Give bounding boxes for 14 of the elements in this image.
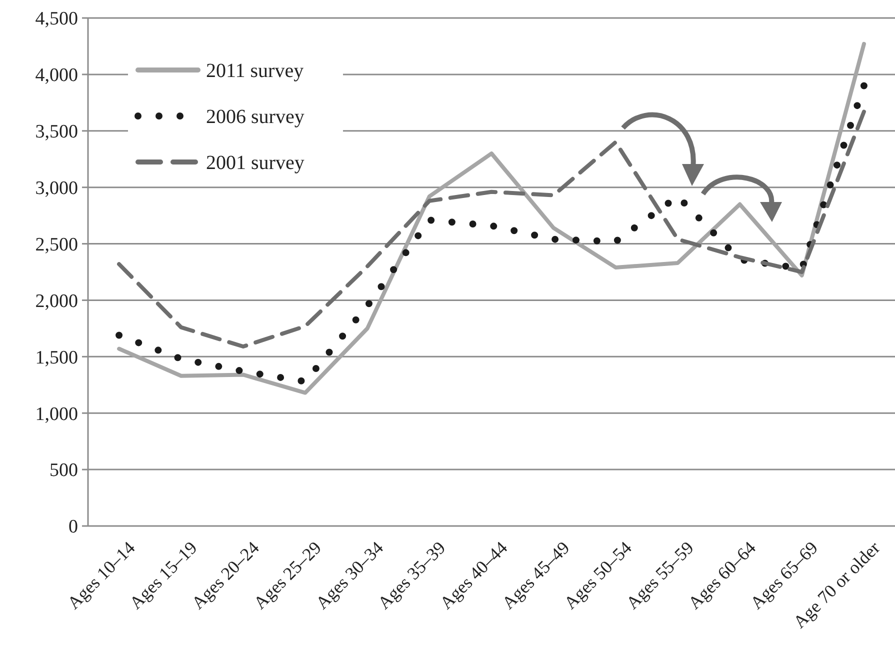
- y-tick-label: 3,000: [35, 178, 78, 199]
- y-tick-label: 2,500: [35, 234, 78, 256]
- y-tick-label: 2,000: [35, 290, 78, 312]
- y-tick-label: 4,500: [35, 8, 78, 30]
- legend-label: 2011 survey: [206, 60, 304, 82]
- y-tick-label: 1,000: [35, 404, 78, 425]
- line-series: [117, 110, 866, 349]
- y-tick-label: 4,000: [35, 65, 78, 86]
- legend-label: 2001 survey: [206, 152, 304, 174]
- y-tick-label: 0: [68, 516, 78, 538]
- y-tick-label: 500: [50, 460, 78, 482]
- legend-label: 2006 survey: [206, 106, 304, 128]
- y-tick-label: 3,500: [35, 122, 78, 143]
- y-tick-label: 1,500: [35, 347, 78, 368]
